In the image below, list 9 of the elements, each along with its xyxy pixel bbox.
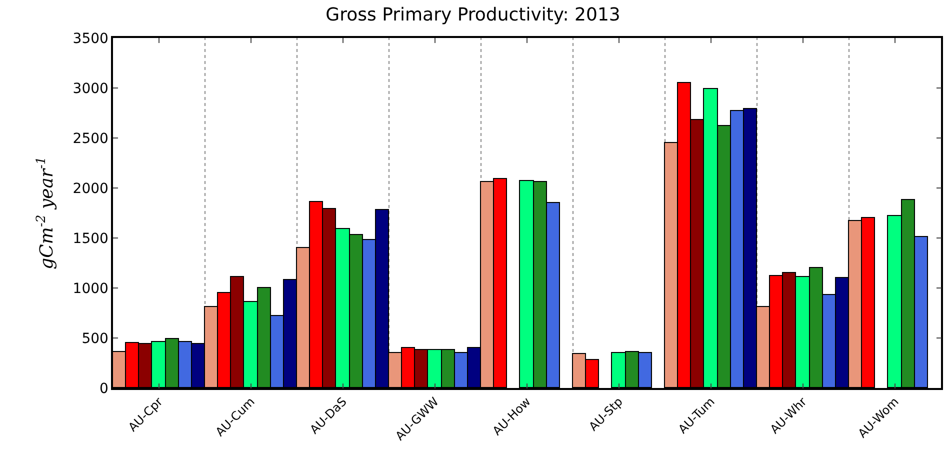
y-tick-label: 0: [100, 380, 108, 397]
y-tick-label: 2500: [72, 130, 108, 147]
y-tick-label: 3500: [72, 30, 108, 47]
y-tick-label: 1000: [72, 280, 108, 297]
chart-title: Gross Primary Productivity: 2013: [326, 4, 620, 26]
y-tick-label: 1500: [72, 230, 108, 247]
y-tick-label: 3000: [72, 80, 108, 97]
y-tick-label: 500: [82, 330, 108, 347]
y-tick-label: 2000: [72, 180, 108, 197]
